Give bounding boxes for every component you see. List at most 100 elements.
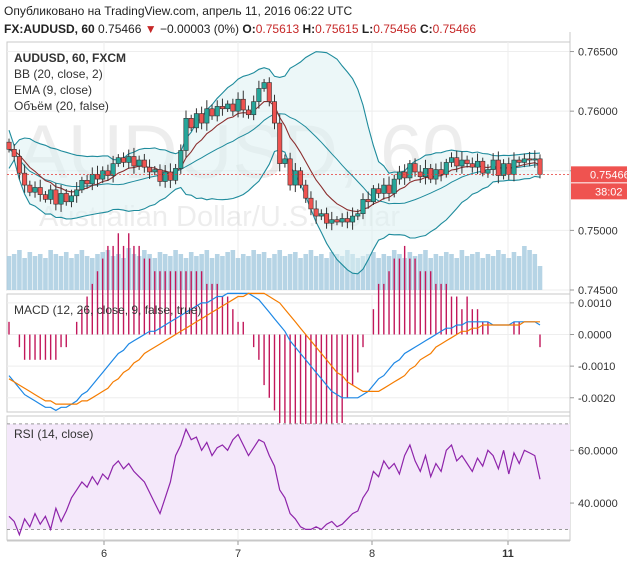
- candle-body: [58, 193, 64, 205]
- volume-bar: [308, 250, 314, 290]
- candle-body: [84, 180, 90, 185]
- candle-body: [27, 184, 33, 193]
- bollinger-lower-line: [8, 149, 541, 275]
- close-value: 0.75466: [432, 22, 477, 36]
- candle-body: [209, 108, 215, 117]
- candle-body: [339, 218, 345, 223]
- candle-body: [422, 168, 428, 178]
- candle-body: [360, 199, 366, 214]
- volume-bar: [261, 252, 267, 290]
- macd-tick-label: -0.0020: [578, 393, 615, 405]
- volume-bar: [423, 250, 428, 290]
- volume-bar: [79, 250, 85, 290]
- volume-bar: [230, 250, 236, 290]
- candle-body: [152, 169, 158, 173]
- candle-body: [282, 158, 288, 164]
- price-tick-label: 0.75000: [578, 225, 618, 237]
- candle-body: [495, 159, 501, 176]
- low-value: 0.75456: [373, 22, 417, 36]
- volume-bar: [209, 258, 215, 290]
- candle-body: [350, 215, 356, 223]
- candle-body: [448, 157, 454, 163]
- candle-body: [230, 103, 236, 112]
- volume-bar: [371, 252, 376, 290]
- price-tick-label: 0.76000: [578, 106, 618, 118]
- candle-body: [537, 158, 543, 175]
- volume-bar: [58, 256, 64, 290]
- candle-body: [480, 160, 486, 174]
- candle-body: [412, 163, 418, 173]
- rsi-line: [8, 427, 541, 537]
- price-legend-title: AUDUSD, 60, FXCM: [14, 51, 126, 65]
- candle-body: [318, 213, 324, 217]
- volume-bar: [443, 252, 449, 290]
- candle-body: [511, 159, 517, 175]
- candle-body: [37, 187, 43, 195]
- candle-body: [188, 118, 194, 129]
- volume-bar: [63, 252, 69, 290]
- candle-body: [396, 171, 402, 180]
- volume-bar: [173, 250, 178, 290]
- volume-bar: [256, 254, 262, 290]
- close-label: C:: [419, 22, 433, 36]
- candle-body: [6, 141, 12, 150]
- candle-body: [521, 158, 527, 163]
- candle-body: [74, 189, 80, 197]
- candle-body: [292, 170, 298, 186]
- volume-bar: [365, 254, 371, 290]
- last-price: 0.75466: [98, 22, 142, 36]
- candle-body: [308, 197, 314, 210]
- volume-bar: [43, 258, 48, 290]
- volume-bar: [516, 256, 522, 290]
- candle-body: [443, 162, 449, 175]
- volume-bar: [266, 258, 272, 290]
- low-label: L:: [361, 22, 374, 36]
- candle-body: [334, 219, 340, 223]
- rsi-tick-label: 40.0000: [578, 498, 618, 510]
- open-value: 0.75613: [255, 22, 300, 36]
- candle-body: [235, 98, 241, 112]
- candle-body: [303, 184, 309, 199]
- volume-bar: [454, 258, 460, 290]
- down-arrow-icon: ▼: [144, 22, 157, 36]
- candle-body: [162, 171, 168, 182]
- candle-body: [193, 113, 199, 129]
- volume-bar: [214, 254, 220, 290]
- volume-bar: [501, 254, 506, 290]
- volume-bar: [334, 254, 340, 290]
- volume-bar: [6, 256, 12, 290]
- candle-body: [79, 180, 85, 191]
- indicator-legend: BB (20, close, 2): [14, 67, 103, 81]
- volume-bar: [22, 258, 27, 290]
- candle-body: [16, 156, 22, 174]
- open-label: O:: [242, 22, 256, 36]
- candle-body: [407, 163, 413, 179]
- candle-body: [532, 158, 538, 161]
- candle-body: [219, 106, 225, 110]
- candle-body: [199, 113, 205, 124]
- volume-bar: [84, 256, 90, 290]
- volume-bar: [475, 252, 480, 290]
- volume-bar: [298, 258, 303, 290]
- volume-bar: [449, 254, 454, 290]
- volume-bar: [464, 256, 470, 290]
- candle-body: [53, 189, 59, 205]
- volume-bar: [37, 254, 43, 290]
- candle-body: [126, 156, 132, 163]
- volume-bar: [339, 256, 345, 290]
- price-tick-label: 0.74500: [578, 285, 618, 297]
- price-change: −0.00003 (0%): [160, 22, 240, 36]
- candle-body: [386, 184, 392, 194]
- volume-bar: [303, 254, 309, 290]
- price-tick-label: 0.76500: [578, 47, 618, 59]
- candle-body: [178, 150, 184, 169]
- volume-bar: [470, 254, 475, 290]
- candle-body: [391, 178, 397, 194]
- candle-body: [131, 156, 137, 167]
- candle-body: [438, 169, 444, 175]
- candle-body: [11, 149, 17, 157]
- symbol-name: FX:AUDUSD, 60: [4, 22, 95, 36]
- time-tick-label: 7: [235, 548, 241, 560]
